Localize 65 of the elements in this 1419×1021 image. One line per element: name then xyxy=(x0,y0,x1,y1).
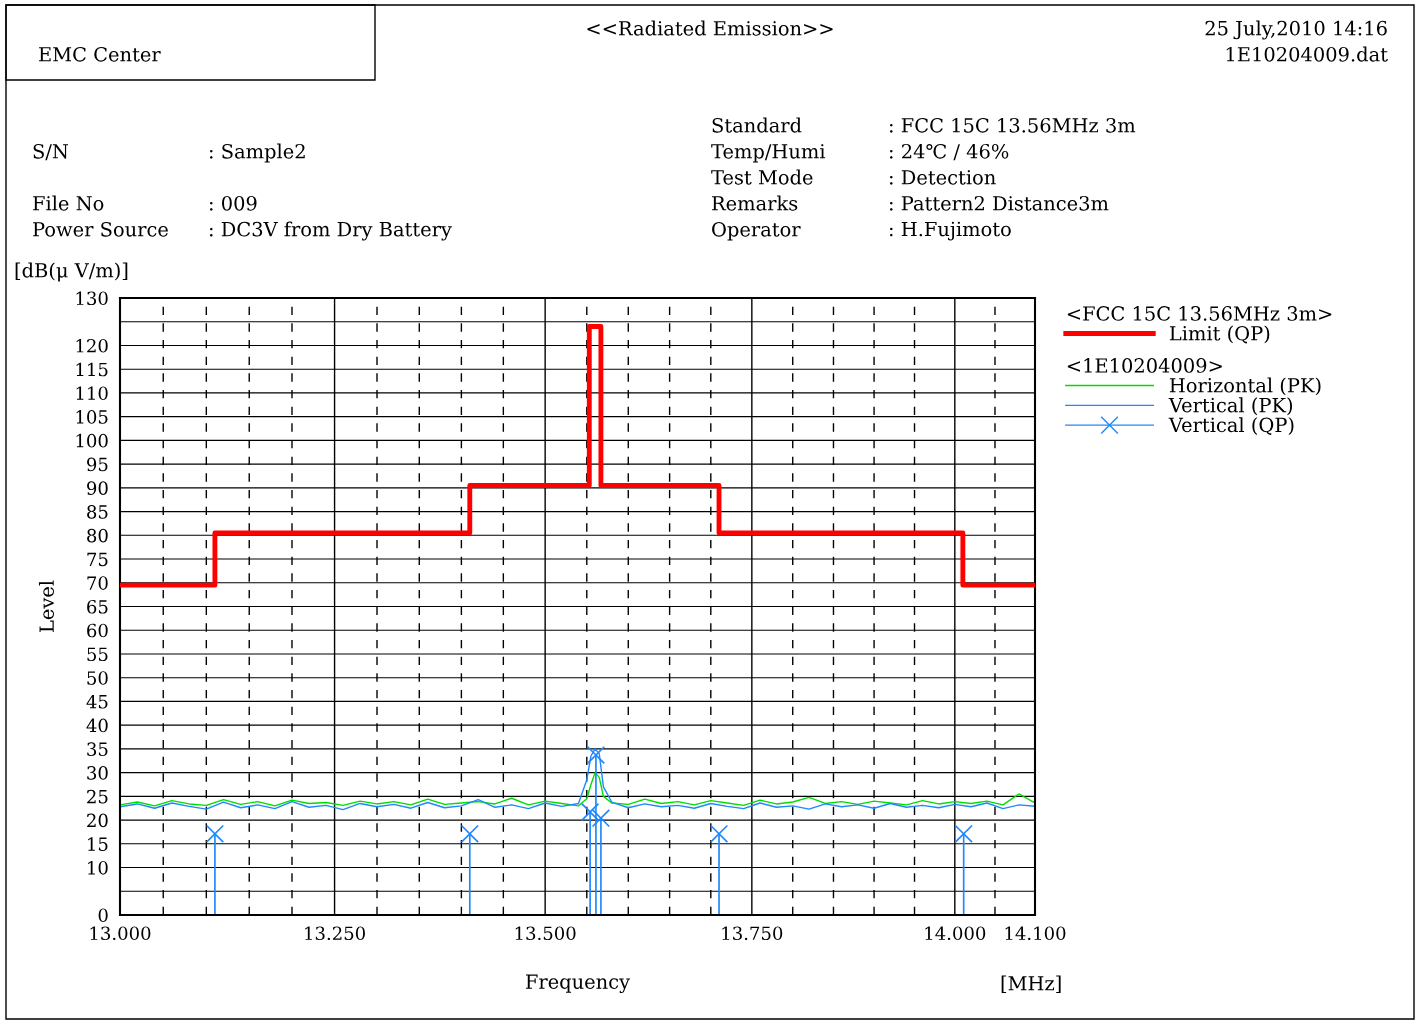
y-tick-label: 115 xyxy=(76,362,108,377)
y-tick-label: 75 xyxy=(87,552,108,567)
y-tick-label: 130 xyxy=(76,291,108,306)
text: 25 July,2010 14:16 xyxy=(1205,20,1387,40)
text: <FCC 15C 13.56MHz 3m> xyxy=(1067,306,1332,321)
legend-label: Vertical (QP) xyxy=(1168,417,1294,436)
y-tick-label: 95 xyxy=(87,457,108,472)
y-tick-label: 80 xyxy=(87,528,108,543)
text: [dB(μ V/m)] xyxy=(15,262,128,282)
text: : 009 xyxy=(210,195,257,211)
x-tick-label: 13.750 xyxy=(722,926,783,941)
text: Operator xyxy=(712,221,801,241)
x-tick-label: 13.250 xyxy=(305,926,365,941)
text: : Sample2 xyxy=(210,143,305,163)
x-tick-label: 14.000 xyxy=(925,926,986,941)
text: Temp/Humi xyxy=(711,144,826,163)
chart-title: <<Radiated Emission>> xyxy=(587,20,833,36)
legend-label: Horizontal (PK) xyxy=(1169,377,1321,396)
text: [MHz] xyxy=(1001,975,1061,993)
text: Power Source xyxy=(33,221,168,237)
y-tick-label: 40 xyxy=(86,718,108,733)
legend-label: Limit (QP) xyxy=(1169,325,1270,344)
point xyxy=(591,809,611,828)
y-tick-label: 10 xyxy=(88,861,108,875)
x-tick-label: 13.500 xyxy=(515,926,576,941)
point xyxy=(460,824,479,844)
text: Standard xyxy=(712,117,802,133)
y-tick-label: 55 xyxy=(87,647,108,662)
text: : 24℃ / 46% xyxy=(890,143,1009,161)
text: EMC Center xyxy=(39,46,161,62)
x-tick-label: 14.100 xyxy=(1005,926,1066,941)
y-tick-label: 120 xyxy=(76,338,108,353)
x-axis-title: Frequency xyxy=(525,974,631,993)
text: : H.Fujimoto xyxy=(890,221,1011,241)
text: <1E10204009> xyxy=(1067,358,1222,373)
text: Remarks xyxy=(712,195,798,211)
text: 1E10204009.dat xyxy=(1226,46,1388,62)
y-tick-label: 110 xyxy=(76,386,108,401)
text: : DC3V from Dry Battery xyxy=(210,221,452,241)
text: S/N xyxy=(33,143,69,161)
y-tick-label: 0 xyxy=(98,908,108,923)
y-tick-label: 20 xyxy=(87,813,108,828)
y-tick-label: 100 xyxy=(76,433,108,448)
y-tick-label: 45 xyxy=(86,694,108,709)
y-tick-label: 30 xyxy=(87,766,108,780)
y-tick-label: 50 xyxy=(87,671,108,685)
y-tick-label: 90 xyxy=(87,481,108,495)
text: : Detection xyxy=(890,170,996,185)
y-tick-label: 35 xyxy=(87,742,108,756)
y-axis-title: Level xyxy=(38,580,54,632)
y-tick-label: 15 xyxy=(88,837,108,851)
point xyxy=(586,745,606,765)
x-tick-label: 13.000 xyxy=(90,926,151,941)
text: : Pattern2 Distance3m xyxy=(890,195,1109,211)
y-tick-label: 25 xyxy=(87,789,108,804)
y-tick-label: 60 xyxy=(87,623,108,638)
y-tick-label: 105 xyxy=(76,410,108,424)
legend-label: Vertical (PK) xyxy=(1168,397,1293,416)
text: File No xyxy=(33,195,104,211)
text: : FCC 15C 13.56MHz 3m xyxy=(890,117,1136,133)
y-tick-label: 65 xyxy=(87,599,108,614)
point xyxy=(709,824,729,844)
text: Test Mode xyxy=(711,169,813,185)
y-tick-label: 70 xyxy=(87,576,108,590)
y-tick-label: 85 xyxy=(87,505,108,519)
